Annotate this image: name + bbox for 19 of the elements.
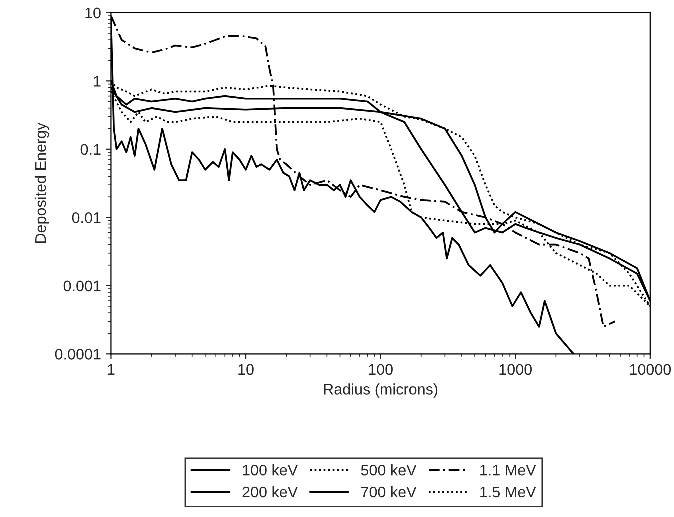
x-tick-label: 10 — [238, 364, 254, 376]
x-tick-label: 10000 — [630, 364, 672, 376]
y-tick-label: 0.001 — [64, 280, 101, 292]
legend-label: 100 keV — [243, 464, 298, 476]
y-tick-label: 10 — [86, 8, 101, 19]
y-axis-title: Deposited Energy — [34, 122, 50, 243]
legend-label: 1.5 MeV — [480, 486, 536, 498]
x-tick-label: 1 — [108, 364, 115, 375]
legend-label: 200 keV — [242, 486, 298, 498]
x-tick-label: 1000 — [500, 364, 532, 376]
legend-label: 700 keV — [362, 486, 417, 498]
x-tick-label: 100 — [369, 364, 393, 376]
y-tick-label: 1 — [94, 76, 101, 87]
y-tick-label: 0.1 — [80, 144, 101, 156]
y-tick-label: 0.0001 — [55, 349, 101, 360]
y-tick-label: 0.01 — [72, 212, 101, 224]
legend-label: 500 keV — [361, 464, 417, 476]
legend-label: 1.1 MeV — [480, 465, 536, 476]
x-axis-title: Radius (microns) — [324, 384, 438, 398]
